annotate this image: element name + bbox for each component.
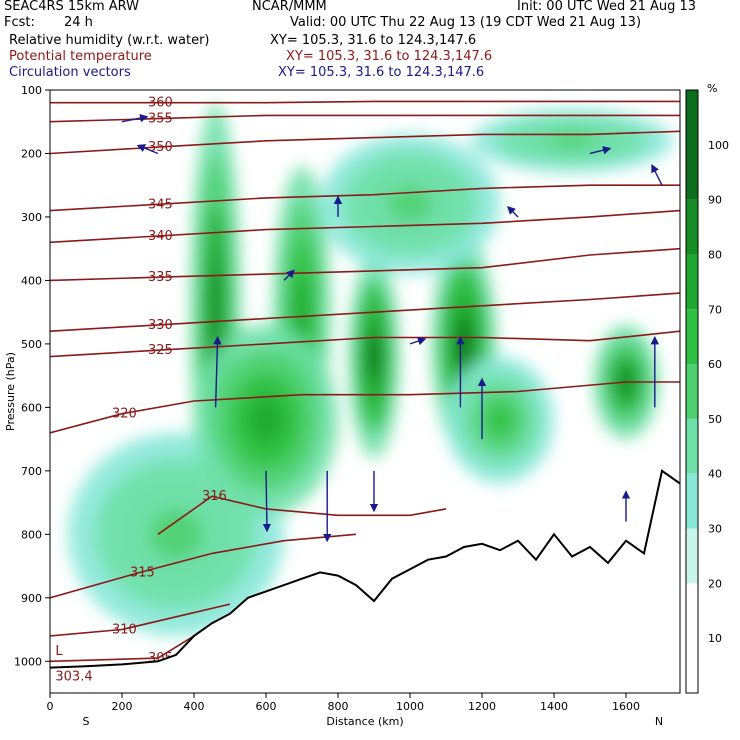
y-tick-label: 600 <box>21 401 42 414</box>
x-tick-label: 1000 <box>396 700 424 713</box>
colorbar-segment <box>686 309 698 364</box>
circulation-vector <box>266 471 267 531</box>
theta-contour-label: 360 <box>148 96 173 111</box>
y-tick-label: 500 <box>21 338 42 351</box>
colorbar-segment <box>686 200 698 255</box>
rh-region <box>456 317 472 371</box>
theta-contour-label: 355 <box>148 112 173 127</box>
x-tick-label: 200 <box>112 700 133 713</box>
theta-contour-label: 310 <box>112 623 137 638</box>
x-tick-label: 1400 <box>540 700 568 713</box>
colorbar-segment <box>686 419 698 474</box>
colorbar-tick-label: 90 <box>708 194 722 207</box>
theta-contour-label: 350 <box>148 140 173 155</box>
theta-contour-label: 340 <box>148 229 173 244</box>
x-axis-title: Distance (km) <box>326 715 403 728</box>
x-tick-label: 1600 <box>612 700 640 713</box>
colorbar: 10 20 30 40 50 60 70 80 90 100% <box>686 82 729 693</box>
colorbar-tick-label: 50 <box>708 413 722 426</box>
colorbar-tick-label: 10 <box>708 632 722 645</box>
x-tick-label: 0 <box>47 700 54 713</box>
theta-contour-label: 325 <box>148 343 173 358</box>
rh-region <box>149 509 203 560</box>
rh-region <box>248 396 284 444</box>
y-tick-label: 100 <box>21 84 42 97</box>
colorbar-segment <box>686 529 698 584</box>
colorbar-tick-label: 70 <box>708 303 722 316</box>
min-value-label: 303.4 <box>55 669 92 684</box>
x-tick-label: 400 <box>184 700 205 713</box>
low-label: L <box>55 644 63 659</box>
y-tick-label: 400 <box>21 274 42 287</box>
theta-contour-label: 315 <box>130 565 155 580</box>
rh-region <box>487 404 514 436</box>
colorbar-unit: % <box>707 82 717 95</box>
colorbar-tick-label: 100 <box>708 139 729 152</box>
rh-region <box>547 133 597 149</box>
x-tick-label: 1200 <box>468 700 496 713</box>
colorbar-segment <box>686 254 698 309</box>
x-tick-label: 600 <box>256 700 277 713</box>
south-label: S <box>83 715 90 728</box>
colorbar-tick-label: 30 <box>708 523 722 536</box>
y-tick-label: 800 <box>21 528 42 541</box>
north-label: N <box>655 715 663 728</box>
y-tick-label: 1000 <box>14 655 42 668</box>
colorbar-tick-label: 60 <box>708 358 722 371</box>
colorbar-segment <box>686 474 698 529</box>
x-tick-label: 800 <box>328 700 349 713</box>
colorbar-tick-label: 40 <box>708 468 722 481</box>
theta-contour-label: 345 <box>148 197 173 212</box>
rh-region <box>368 331 381 382</box>
colorbar-tick-label: 80 <box>708 248 722 261</box>
theta-contour-label: 320 <box>112 407 137 422</box>
y-tick-label: 200 <box>21 147 42 160</box>
colorbar-segment <box>686 364 698 419</box>
theta-contour-label: 335 <box>148 270 173 285</box>
colorbar-segment <box>686 583 698 693</box>
theta-contour-label: 316 <box>202 489 227 504</box>
y-tick-label: 300 <box>21 211 42 224</box>
y-tick-label: 900 <box>21 592 42 605</box>
colorbar-tick-label: 20 <box>708 577 722 590</box>
colorbar-segment <box>686 90 698 200</box>
y-axis-title: Pressure (hPa) <box>4 352 17 431</box>
theta-contour-label: 330 <box>148 318 173 333</box>
y-tick-label: 700 <box>21 465 42 478</box>
